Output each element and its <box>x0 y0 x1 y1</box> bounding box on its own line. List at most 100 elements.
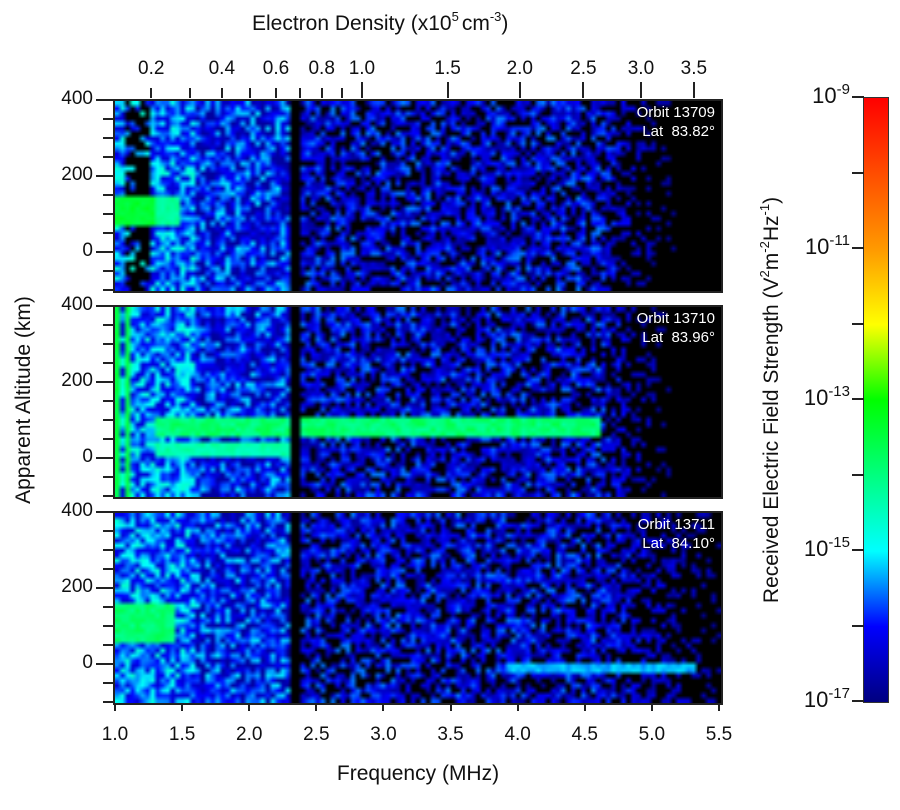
lat-label: Lat 83.96° <box>642 329 715 346</box>
tick-exponent: -17 <box>828 685 850 702</box>
top-tick-label: 0.4 <box>208 58 236 79</box>
x-tick-label: 4.5 <box>571 724 598 745</box>
top-tick <box>360 82 363 98</box>
y-minor-tick <box>103 495 113 497</box>
colorbar-tick <box>852 96 864 98</box>
top-tick-label: 2.0 <box>506 58 534 79</box>
y-minor-tick <box>103 606 113 608</box>
lat-label: Lat 84.10° <box>642 535 715 552</box>
orbit-label: Orbit 13709 <box>636 104 715 121</box>
tick-exponent: -15 <box>828 534 850 551</box>
panel-label-3: Orbit 13711 Lat 84.10° <box>638 515 715 553</box>
tick-exponent: -9 <box>836 81 850 98</box>
colorbar-tick <box>852 398 864 400</box>
colorbar-tick <box>852 700 864 702</box>
top-tick-label: 3.0 <box>627 58 655 79</box>
y-minor-tick <box>103 324 113 326</box>
panel-label-2: Orbit 13710 Lat 83.96° <box>637 309 715 347</box>
tick-base: 10 <box>803 687 829 712</box>
x-tick <box>181 703 184 711</box>
x-tick <box>718 703 720 711</box>
y-minor-tick <box>103 568 113 570</box>
heatmap-panel-3: Orbit 13711 Lat 84.10° <box>113 511 723 705</box>
x-tick-label: 1.5 <box>168 724 196 745</box>
top-tick-label: 0.6 <box>262 58 290 79</box>
top-tick-label: 1.5 <box>434 58 461 79</box>
top-tick-label: 0.2 <box>138 58 165 79</box>
y-tick-label: 400 <box>61 294 93 315</box>
y-minor-tick <box>103 549 113 551</box>
y-tick-label: 200 <box>61 370 93 391</box>
top-axis-label: Electron Density (x105 cm-3) <box>252 9 509 36</box>
top-tick <box>639 82 642 98</box>
top-tick <box>582 82 585 98</box>
x-tick-label: 4.0 <box>504 724 531 745</box>
y-minor-tick <box>103 137 113 139</box>
y-minor-tick <box>103 682 113 684</box>
y-minor-tick <box>103 701 113 703</box>
x-tick <box>315 703 318 711</box>
top-tick <box>446 82 449 98</box>
top-tick <box>275 88 278 98</box>
x-tick-label: 5.5 <box>705 724 733 745</box>
y-tick-label: 400 <box>61 500 93 521</box>
colorbar-tick <box>852 322 864 325</box>
y-tick <box>96 175 113 177</box>
colorbar-label-exp: -1 <box>757 203 772 216</box>
top-tick <box>220 88 223 98</box>
x-tick <box>248 703 251 711</box>
x-tick <box>114 703 116 711</box>
top-tick <box>692 82 695 98</box>
y-tick-label: 0 <box>82 446 93 467</box>
y-minor-tick <box>103 194 113 196</box>
y-minor-tick <box>103 438 113 440</box>
y-tick-label: 200 <box>61 164 93 185</box>
top-tick <box>249 88 252 98</box>
top-tick <box>188 88 191 98</box>
heatmap-canvas-3 <box>115 513 721 703</box>
x-tick <box>516 703 519 711</box>
y-tick <box>96 381 113 383</box>
top-tick <box>298 88 301 98</box>
heatmap-canvas-1 <box>115 101 721 291</box>
colorbar-tick <box>852 624 864 627</box>
y-minor-tick <box>103 644 113 646</box>
y-tick <box>96 251 113 253</box>
y-minor-tick <box>103 625 113 627</box>
colorbar-label-hz: Hz <box>760 215 783 242</box>
colorbar-tick <box>852 473 864 476</box>
colorbar-tick-label: 10-9 <box>812 81 850 109</box>
y-minor-tick <box>103 343 113 345</box>
x-tick-label: 2.0 <box>236 724 263 745</box>
top-tick-label: 0.8 <box>308 58 335 79</box>
y-tick <box>96 457 113 459</box>
colorbar-label: Received Electric Field Strength (V2m-2H… <box>757 197 784 603</box>
x-tick <box>650 703 653 711</box>
y-minor-tick <box>103 289 113 291</box>
y-axis-label: Apparent Altitude (km) <box>12 296 35 504</box>
x-tick-label: 3.5 <box>437 724 464 745</box>
x-axis-label: Frequency (MHz) <box>336 762 500 785</box>
y-tick <box>96 587 113 589</box>
y-tick <box>96 99 113 101</box>
heatmap-panel-2: Orbit 13710 Lat 83.96° <box>113 305 723 499</box>
tick-exponent: -11 <box>829 232 850 249</box>
top-axis-label-text: Electron Density (x10 <box>252 12 452 35</box>
orbit-label: Orbit 13711 <box>637 516 715 533</box>
colorbar <box>863 97 889 703</box>
x-tick <box>382 703 385 711</box>
y-tick-label: 400 <box>61 88 93 109</box>
y-minor-tick <box>103 362 113 364</box>
tick-base: 10 <box>803 385 829 410</box>
top-axis-label-exp: 5 <box>451 9 459 24</box>
y-tick <box>96 663 113 665</box>
y-tick-label: 200 <box>61 576 93 597</box>
top-tick-label: 3.5 <box>680 58 708 79</box>
top-axis-label-close: ) <box>501 12 509 35</box>
x-tick <box>583 703 586 711</box>
colorbar-tick-label: 10-17 <box>803 685 850 713</box>
y-minor-tick <box>103 213 113 215</box>
y-minor-tick <box>103 270 113 272</box>
x-tick-label: 3.0 <box>370 724 397 745</box>
y-tick-label: 0 <box>82 652 93 673</box>
